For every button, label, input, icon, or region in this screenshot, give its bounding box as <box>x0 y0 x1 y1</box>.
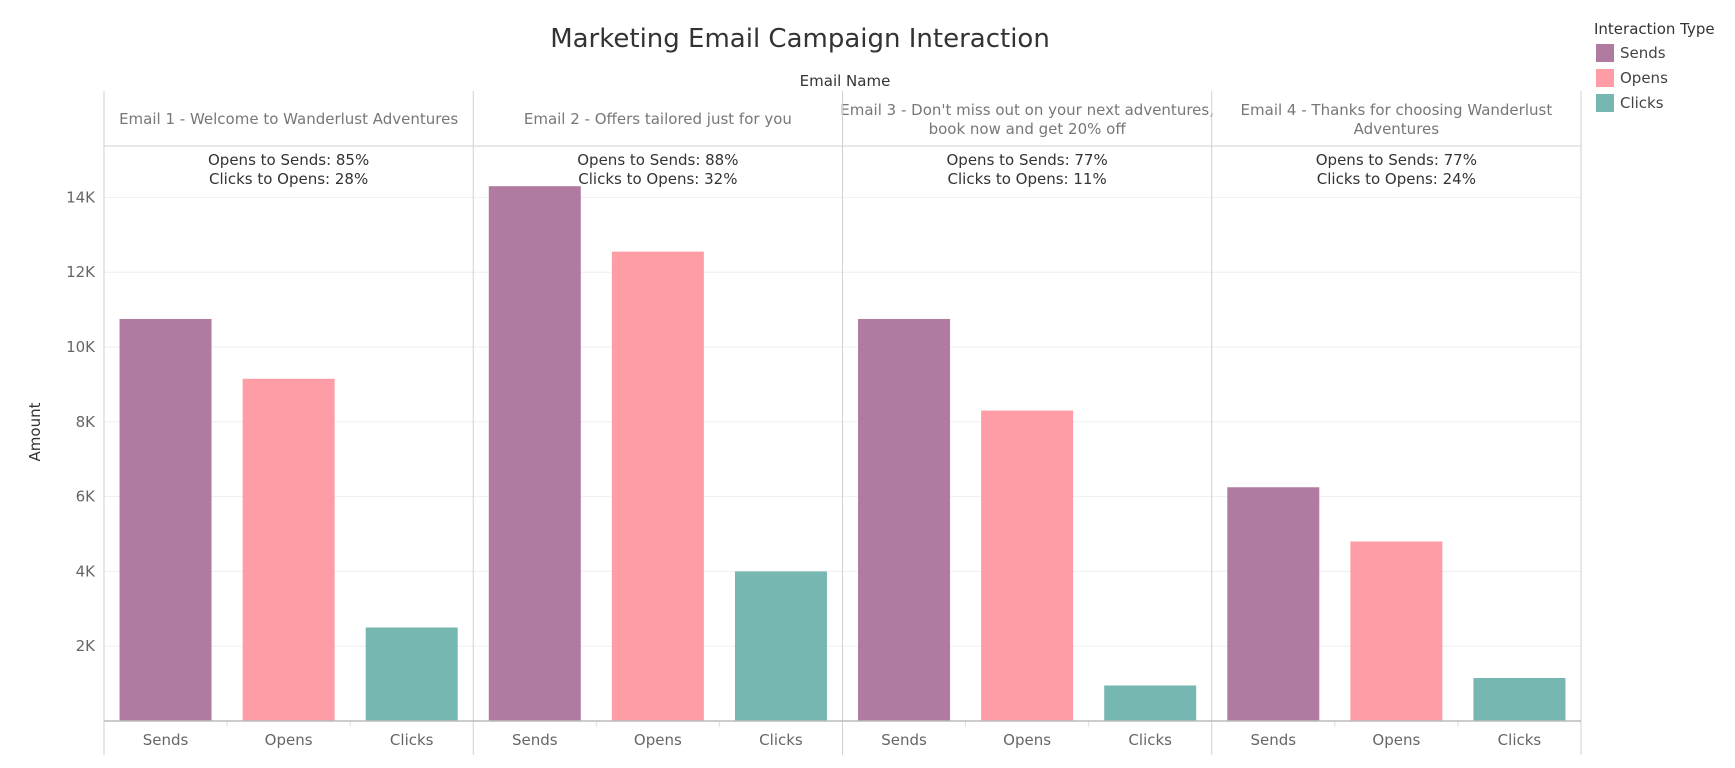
x-tick-label: Opens <box>634 731 682 749</box>
x-tick-label: Clicks <box>759 731 803 749</box>
facet-annotation: Opens to Sends: 77% <box>1316 151 1477 169</box>
legend-label-opens: Opens <box>1620 68 1668 87</box>
facet-annotation: Opens to Sends: 85% <box>208 151 369 169</box>
facet-annotation: Clicks to Opens: 11% <box>948 170 1107 188</box>
bar-email1-opens <box>242 378 335 721</box>
x-tick-label: Clicks <box>390 731 434 749</box>
x-tick-label: Sends <box>512 731 558 749</box>
legend-item-sends[interactable]: Sends <box>1596 40 1715 65</box>
bar-email1-sends <box>119 318 212 721</box>
facet-annotation: Clicks to Opens: 32% <box>578 170 737 188</box>
bar-email1-clicks <box>365 627 458 721</box>
x-tick-label: Sends <box>143 731 189 749</box>
x-tick-label: Opens <box>265 731 313 749</box>
facet-header-email-1: Email 1 - Welcome to Wanderlust Adventur… <box>119 110 458 128</box>
bar-email4-opens <box>1350 541 1443 721</box>
legend-label-sends: Sends <box>1620 43 1666 62</box>
facet-annotation: Opens to Sends: 88% <box>577 151 738 169</box>
bar-email3-clicks <box>1104 685 1197 721</box>
legend-item-opens[interactable]: Opens <box>1596 65 1715 90</box>
y-tick-label: 6K <box>76 488 97 506</box>
bar-email2-clicks <box>734 571 827 721</box>
bar-email4-clicks <box>1473 677 1566 721</box>
facet-header-email-3: book now and get 20% off <box>929 120 1127 138</box>
x-tick-label: Sends <box>881 731 927 749</box>
bar-email2-sends <box>488 186 581 721</box>
x-tick-label: Clicks <box>1498 731 1542 749</box>
facet-annotation: Opens to Sends: 77% <box>947 151 1108 169</box>
facet-annotation: Clicks to Opens: 28% <box>209 170 368 188</box>
legend-label-clicks: Clicks <box>1620 93 1664 112</box>
y-tick-label: 4K <box>76 562 97 580</box>
legend: Interaction Type Sends Opens Clicks <box>1594 20 1715 115</box>
facet-header-email-4: Email 4 - Thanks for choosing Wanderlust <box>1241 101 1553 119</box>
legend-title: Interaction Type <box>1594 20 1715 38</box>
y-tick-label: 2K <box>76 637 97 655</box>
chart-title: Marketing Email Campaign Interaction <box>550 24 1050 54</box>
y-tick-label: 12K <box>66 263 96 281</box>
bar-email4-sends <box>1227 487 1320 721</box>
facet-header-email-2: Email 2 - Offers tailored just for you <box>524 110 792 128</box>
y-tick-label: 10K <box>66 338 96 356</box>
y-axis-label: Amount <box>26 402 44 461</box>
x-tick-label: Sends <box>1250 731 1296 749</box>
legend-swatch-opens <box>1596 68 1614 87</box>
y-tick-label: 14K <box>66 188 96 206</box>
bar-email2-opens <box>611 251 704 721</box>
bar-email3-sends <box>858 318 951 721</box>
facet-annotation: Clicks to Opens: 24% <box>1317 170 1476 188</box>
legend-swatch-sends <box>1596 43 1614 62</box>
x-tick-label: Opens <box>1372 731 1420 749</box>
x-tick-label: Clicks <box>1128 731 1172 749</box>
bar-email3-opens <box>981 410 1074 721</box>
facet-header-email-4: Adventures <box>1354 120 1440 138</box>
facet-header-email-3: Email 3 - Don't miss out on your next ad… <box>840 101 1214 119</box>
legend-item-clicks[interactable]: Clicks <box>1596 90 1715 115</box>
legend-swatch-clicks <box>1596 93 1614 112</box>
facet-axis-label: Email Name <box>799 72 891 90</box>
y-tick-label: 8K <box>76 413 97 431</box>
x-tick-label: Opens <box>1003 731 1051 749</box>
